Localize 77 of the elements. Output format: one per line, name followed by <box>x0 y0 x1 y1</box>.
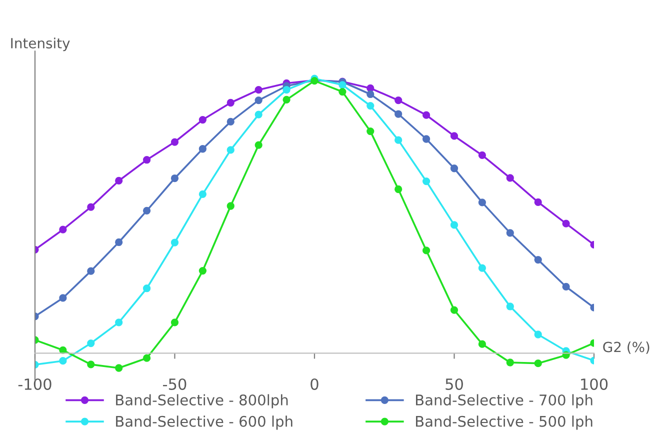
point <box>450 306 458 314</box>
x-tick-label: -50 <box>163 378 186 390</box>
point <box>282 96 290 104</box>
point <box>142 284 151 292</box>
x-axis-title: G2 (%) <box>603 342 650 354</box>
point <box>478 151 486 160</box>
point <box>87 339 95 348</box>
point <box>115 318 123 326</box>
point <box>170 138 179 146</box>
point <box>198 190 207 198</box>
point <box>534 198 542 206</box>
legend-label: Band-Selective - 700 lph <box>416 394 592 408</box>
legend-label: Band-Selective - 500 lph <box>416 416 592 430</box>
legend-label: Band-Selective - 800lph <box>116 394 288 408</box>
point <box>562 282 570 291</box>
point <box>142 354 151 362</box>
point <box>226 118 234 126</box>
point <box>198 145 207 153</box>
point <box>422 111 430 119</box>
point <box>254 96 262 104</box>
point <box>282 86 290 94</box>
point <box>170 318 179 326</box>
x-tick-label: 50 <box>446 378 463 390</box>
point <box>59 357 67 365</box>
point <box>338 81 346 89</box>
x-tick-label: 0 <box>310 378 318 390</box>
point <box>59 226 67 234</box>
point <box>115 176 123 185</box>
point <box>226 202 234 210</box>
point <box>394 110 402 118</box>
point <box>115 238 123 246</box>
point <box>59 294 67 302</box>
point <box>506 174 514 182</box>
point <box>506 358 514 366</box>
point <box>198 116 207 124</box>
point <box>478 340 486 348</box>
point <box>254 141 262 149</box>
point <box>170 174 179 182</box>
point <box>394 185 402 194</box>
point <box>562 220 570 228</box>
point <box>198 266 207 275</box>
point <box>450 221 458 229</box>
x-tick-label: 100 <box>581 378 608 390</box>
point <box>226 146 234 154</box>
y-axis-title: Intensity <box>11 38 70 52</box>
legend-label: Band-Selective - 600 lph <box>116 416 292 430</box>
point <box>142 156 151 164</box>
point <box>366 84 374 92</box>
point <box>478 264 486 272</box>
point <box>59 346 67 354</box>
point <box>142 206 151 214</box>
point <box>254 110 262 118</box>
point <box>450 132 458 140</box>
x-tick-label: -100 <box>18 378 52 390</box>
point <box>394 96 402 104</box>
point <box>534 330 542 338</box>
point <box>506 302 514 310</box>
point <box>422 135 430 143</box>
point <box>226 98 234 107</box>
point <box>170 238 179 246</box>
point <box>366 127 374 136</box>
point <box>534 360 542 368</box>
point <box>366 102 374 110</box>
point <box>87 203 95 211</box>
point <box>394 136 402 144</box>
point <box>254 86 262 94</box>
point <box>338 88 346 96</box>
point <box>422 246 430 254</box>
point <box>115 364 123 372</box>
point <box>534 256 542 264</box>
point <box>422 177 430 186</box>
point <box>506 229 514 237</box>
point <box>87 267 95 275</box>
point <box>87 360 95 368</box>
point <box>478 198 486 206</box>
point <box>450 164 458 172</box>
point <box>366 90 374 98</box>
